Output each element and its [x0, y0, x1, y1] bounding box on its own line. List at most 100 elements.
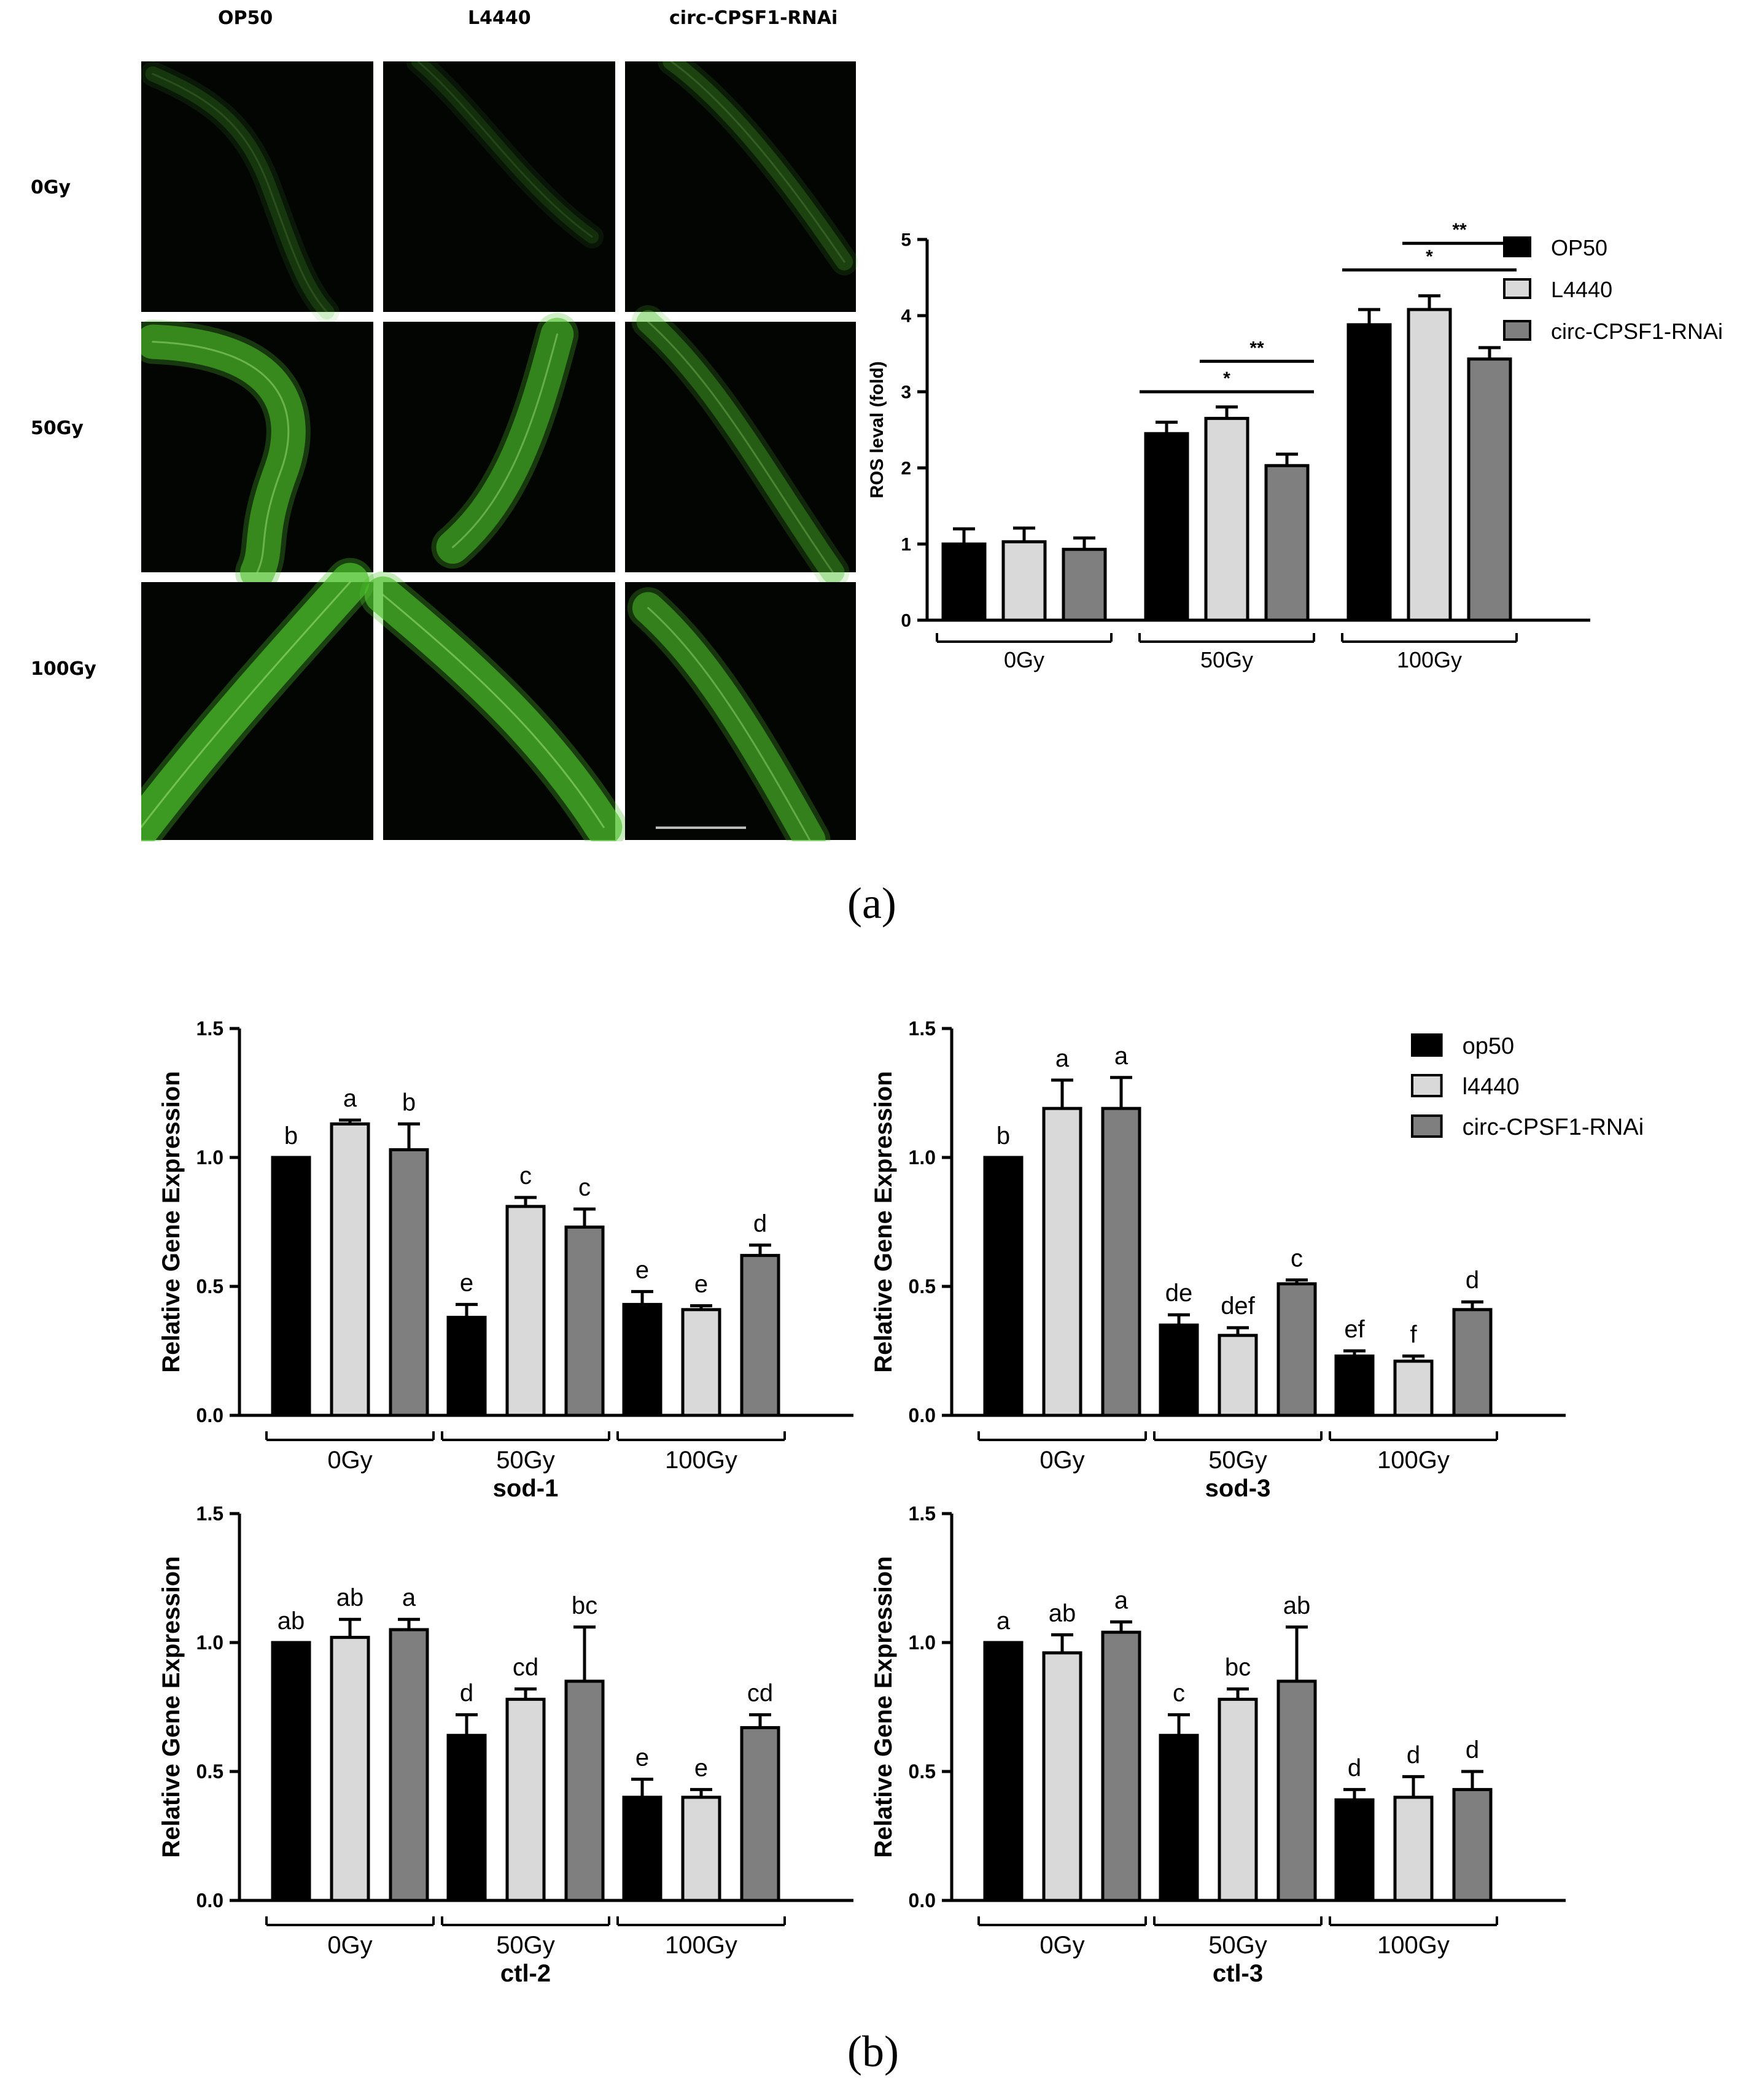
bar: [1001, 540, 1047, 622]
significance-letter: def: [1221, 1293, 1255, 1320]
column-label-op50: OP50: [218, 7, 273, 29]
bar: [389, 1148, 429, 1417]
significance-letter: ab: [336, 1584, 364, 1611]
x-category-label: 50Gy: [496, 1447, 555, 1474]
x-category-label: 0Gy: [1004, 647, 1044, 672]
significance-letter: d: [1348, 1754, 1361, 1781]
significance-letter: c: [578, 1174, 591, 1201]
bar: [1159, 1733, 1199, 1902]
bar: [1346, 323, 1392, 622]
y-tick-label: 1.5: [909, 1017, 936, 1040]
y-tick-label: 0.0: [909, 1404, 936, 1426]
significance-letter: b: [402, 1089, 416, 1116]
significance-letter: a: [997, 1608, 1011, 1635]
significance-letter: cd: [747, 1680, 773, 1707]
x-category-label: 100Gy: [665, 1447, 737, 1474]
significance-letter: ab: [1283, 1592, 1311, 1619]
x-category-label: 50Gy: [1208, 1447, 1267, 1474]
bar: [740, 1254, 780, 1417]
y-tick-label: 0.5: [909, 1275, 936, 1297]
y-tick-label: 2: [901, 459, 911, 479]
y-axis-label: Relative Gene Expression: [158, 1071, 185, 1372]
ctl-2-chart: 0.0 0.5 1.0 1.5 Relative Gene Expression ab d e…: [158, 1503, 853, 1983]
column-label-circ: circ-CPSF1-RNAi: [669, 7, 838, 29]
micrograph-tile: [625, 305, 856, 589]
micrograph-tile: [141, 61, 373, 325]
bar: [1407, 308, 1452, 622]
y-tick-label: 0.5: [196, 1275, 223, 1297]
bar: [330, 1122, 370, 1417]
bar: [1393, 1795, 1434, 1902]
significance-letter: e: [694, 1754, 708, 1781]
y-tick-label: 0.0: [196, 1889, 223, 1911]
legend-swatch: [1411, 1033, 1443, 1057]
x-category-label: 0Gy: [327, 1447, 372, 1474]
significance-letter: ab: [278, 1608, 305, 1635]
micrograph-tile: [141, 558, 375, 841]
significance-letter: cd: [513, 1654, 538, 1681]
y-tick-label: 5: [901, 230, 911, 251]
significance-letter: a: [1055, 1045, 1070, 1072]
bar: [622, 1795, 662, 1902]
significance-letter: a: [402, 1584, 416, 1611]
bar: [1218, 1334, 1258, 1417]
chart-title: ctl-3: [1213, 1960, 1263, 1983]
legend-swatch: [1411, 1114, 1443, 1138]
legend-swatch: [1503, 320, 1531, 341]
column-label-l4440: L4440: [468, 7, 531, 29]
bar: [1042, 1106, 1082, 1417]
bar: [271, 1641, 311, 1902]
bar: [1218, 1697, 1258, 1902]
significance-letter: b: [284, 1122, 298, 1149]
significance-letter: ab: [1049, 1600, 1076, 1627]
micrograph-images: [141, 61, 858, 841]
row-label-100gy: 100Gy: [31, 658, 96, 680]
significance-letter: a: [1114, 1587, 1129, 1614]
sod-1-chart: 0.0 0.5 1.0 1.5 Relative Gene Expression b e e a…: [158, 1017, 853, 1502]
bar: [1276, 1679, 1317, 1902]
significance-stars: **: [1249, 338, 1264, 358]
micrograph-tile: [141, 319, 373, 594]
bar: [389, 1628, 429, 1902]
significance-letter: bc: [1225, 1654, 1251, 1681]
bar: [1042, 1651, 1082, 1902]
significance-letter: b: [997, 1122, 1010, 1149]
bar: [271, 1156, 311, 1417]
bar: [564, 1679, 605, 1902]
x-category-label: 50Gy: [1208, 1932, 1267, 1959]
x-category-label: 50Gy: [496, 1932, 555, 1959]
bar: [1204, 416, 1249, 622]
y-tick-label: 1.5: [196, 1017, 223, 1040]
x-category-label: 0Gy: [1039, 1932, 1084, 1959]
chart-title: ctl-2: [500, 1960, 551, 1983]
y-tick-label: 0.0: [909, 1889, 936, 1911]
y-tick-label: 1.5: [196, 1503, 223, 1525]
significance-letter: d: [1466, 1267, 1479, 1294]
y-tick-label: 1: [901, 535, 911, 555]
significance-letter: e: [694, 1271, 708, 1298]
significance-letter: c: [519, 1162, 532, 1189]
legend-swatch: [1411, 1074, 1443, 1097]
row-label-50gy: 50Gy: [31, 418, 84, 439]
y-tick-label: 0.0: [196, 1404, 223, 1426]
x-category-label: 50Gy: [1200, 647, 1253, 672]
y-tick-label: 1.0: [909, 1631, 936, 1654]
significance-letter: e: [635, 1256, 649, 1283]
y-tick-label: 1.0: [196, 1631, 223, 1654]
bar: [505, 1697, 546, 1902]
chart-title: sod-3: [1205, 1475, 1271, 1502]
bar: [1276, 1282, 1317, 1417]
significance-letter: bc: [572, 1592, 597, 1619]
y-axis-label: ROS leval (fold): [867, 361, 887, 498]
bar: [1393, 1359, 1434, 1417]
micrograph-tile: [625, 582, 856, 841]
legend-swatch: [1503, 236, 1531, 257]
panel-label-b: (b): [847, 2027, 899, 2076]
bar: [1159, 1323, 1199, 1417]
micrograph-tile: [383, 313, 615, 572]
bar: [941, 542, 987, 622]
bar: [622, 1302, 662, 1417]
bar: [446, 1315, 487, 1417]
